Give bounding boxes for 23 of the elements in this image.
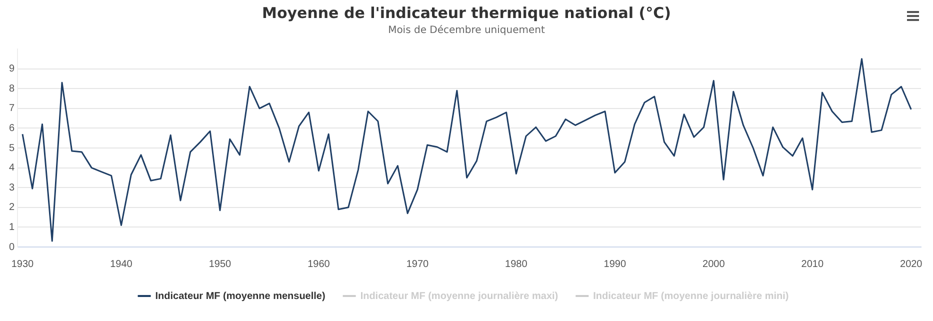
x-tick-label: 1950 [208, 258, 232, 270]
chart-title: Moyenne de l'indicateur thermique national (°C) [261, 4, 672, 22]
y-tick-label: 3 [9, 182, 15, 194]
x-tick-label: 2010 [801, 258, 824, 270]
chart-subtitle: Mois de Décembre uniquement [387, 25, 546, 36]
x-tick-label: 1970 [406, 258, 430, 270]
y-tick-label: 6 [9, 122, 15, 134]
y-tick-label: 7 [9, 103, 15, 114]
x-tick-label: 1960 [308, 258, 330, 270]
y-tick-label: 4 [9, 162, 15, 174]
y-tick-label: 5 [9, 142, 15, 154]
y-tick-label: 1 [9, 222, 15, 233]
y-tick-label: 8 [9, 83, 15, 94]
x-tick-label: 1990 [604, 258, 626, 270]
x-tick-label: 1940 [110, 258, 133, 270]
x-tick-label: 2020 [900, 258, 923, 270]
x-tick-label: 1980 [505, 258, 528, 270]
y-tick-label: 0 [9, 242, 15, 253]
y-tick-label: 2 [9, 202, 15, 214]
y-tick-label: 9 [9, 64, 15, 75]
legend-label: Indicateur MF (moyenne mensuelle) [155, 290, 326, 302]
x-tick-label: 2000 [702, 258, 726, 270]
x-tick-label: 1930 [11, 258, 34, 270]
